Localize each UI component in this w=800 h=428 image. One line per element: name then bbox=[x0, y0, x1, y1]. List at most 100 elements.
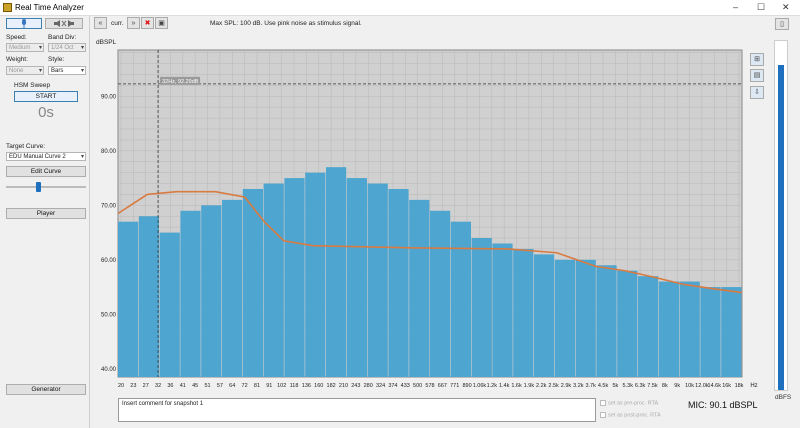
x-tick-label: 9k bbox=[674, 383, 680, 389]
edit-curve-button[interactable]: Edit Curve bbox=[6, 166, 86, 177]
spectrum-bar bbox=[118, 221, 139, 377]
rta-chart-svg: 32Hz, 92.29dB 40.00 50.00 60.00 70.00 80.00 90… bbox=[96, 39, 758, 389]
x-tick-label: 14.6k bbox=[708, 383, 722, 389]
curve-slider[interactable] bbox=[6, 182, 86, 192]
previous-snapshot-button[interactable]: « bbox=[94, 17, 107, 29]
meter-settings-button[interactable]: ▯ bbox=[775, 18, 789, 30]
y-axis-label: dBSPL bbox=[96, 39, 117, 46]
close-button[interactable]: ✕ bbox=[782, 2, 790, 12]
player-button[interactable]: Player bbox=[6, 208, 86, 219]
post-proc-checkbox[interactable]: set as post-proc. RTA bbox=[600, 412, 661, 418]
graph-save-button[interactable]: ▤ bbox=[750, 69, 764, 82]
snapshot-camera-button[interactable]: ▣ bbox=[155, 17, 168, 29]
spectrum-bar bbox=[554, 259, 575, 377]
x-tick-label: 243 bbox=[351, 383, 360, 389]
weight-value: None bbox=[9, 68, 24, 74]
app-icon bbox=[3, 3, 12, 12]
graph-export-button[interactable]: ⇩ bbox=[750, 86, 764, 99]
x-tick-label: 10k bbox=[685, 383, 694, 389]
start-button[interactable]: START bbox=[14, 91, 78, 102]
spectrum-bar bbox=[263, 183, 284, 377]
x-tick-label: 324 bbox=[376, 383, 385, 389]
spectrum-bar bbox=[679, 281, 700, 377]
spectrum-bar bbox=[638, 276, 659, 377]
mic-button[interactable] bbox=[6, 18, 42, 29]
x-tick-label: 433 bbox=[401, 383, 410, 389]
spectrum-bar bbox=[471, 238, 492, 377]
speed-label: Speed: bbox=[6, 34, 27, 41]
title-bar: Real Time Analyzer – ☐ ✕ bbox=[0, 0, 800, 16]
x-tick-label: 667 bbox=[438, 383, 447, 389]
spectrum-bar bbox=[617, 270, 638, 377]
hsm-sweep-label: HSM Sweep bbox=[14, 82, 51, 89]
x-tick-label: 1.2k bbox=[487, 383, 498, 389]
slider-track bbox=[6, 186, 86, 188]
band-div-select[interactable]: 1/24 Oct ▾ bbox=[48, 43, 86, 52]
maximize-button[interactable]: ☐ bbox=[757, 2, 766, 12]
spectrum-bar bbox=[201, 205, 222, 377]
x-tick-label: 12.0k bbox=[695, 383, 709, 389]
speed-value: Medium bbox=[9, 45, 31, 51]
style-label: Style: bbox=[48, 56, 65, 63]
style-select[interactable]: Bars ▾ bbox=[48, 66, 86, 75]
x-tick-label: 3.7k bbox=[585, 383, 596, 389]
target-curve bbox=[117, 190, 743, 294]
rta-chart: 32Hz, 92.29dB 40.00 50.00 60.00 70.00 80.00 90… bbox=[90, 30, 766, 393]
x-tick-label: 1.4k bbox=[499, 383, 510, 389]
pre-proc-checkbox[interactable]: set as pre-proc. RTA bbox=[600, 400, 658, 406]
chevron-down-icon: ▾ bbox=[38, 45, 42, 51]
chevron-down-icon: ▾ bbox=[80, 45, 84, 51]
x-tick-label: 5k bbox=[612, 383, 618, 389]
double-chevron-left-icon: « bbox=[98, 20, 103, 27]
y-tick-label: 90.00 bbox=[101, 94, 117, 100]
x-tick-label: 3.2k bbox=[573, 383, 584, 389]
spectrum-bar bbox=[346, 178, 367, 377]
level-meter-fill bbox=[778, 65, 784, 390]
x-tick-label: 1.06k bbox=[473, 383, 487, 389]
x-tick-label: 27 bbox=[143, 383, 149, 389]
target-curve-value: EDU Manual Curve 2 bbox=[9, 154, 66, 160]
x-tick-label: 118 bbox=[290, 383, 299, 389]
minimize-button[interactable]: – bbox=[733, 2, 739, 12]
snapshot-comment-input[interactable]: Insert comment for snapshot 1 bbox=[118, 398, 596, 422]
x-tick-label: 45 bbox=[192, 383, 198, 389]
style-value: Bars bbox=[51, 68, 64, 74]
x-tick-label: 36 bbox=[167, 383, 173, 389]
spectrum-bar bbox=[367, 183, 388, 377]
next-snapshot-button[interactable]: » bbox=[127, 17, 140, 29]
y-tick-label: 60.00 bbox=[101, 258, 117, 264]
x-tick-label: 102 bbox=[277, 383, 286, 389]
x-tick-label: 64 bbox=[229, 383, 235, 389]
level-meter-panel: ▯ dBFS bbox=[766, 16, 800, 428]
spectrum-bar bbox=[180, 210, 201, 377]
x-tick-label: 4.5k bbox=[598, 383, 609, 389]
target-curve-select[interactable]: EDU Manual Curve 2 ▾ bbox=[6, 152, 86, 161]
chevron-down-icon: ▾ bbox=[80, 154, 84, 160]
speed-select[interactable]: Medium ▾ bbox=[6, 43, 44, 52]
microphone-icon bbox=[22, 19, 26, 28]
x-tick-label: 20 bbox=[118, 383, 124, 389]
delete-snapshot-button[interactable]: ✖ bbox=[141, 17, 154, 29]
x-tick-label: 5.3k bbox=[623, 383, 634, 389]
spectrum-bar bbox=[450, 221, 471, 377]
spectrum-bar bbox=[700, 287, 721, 377]
red-x-icon: ✖ bbox=[144, 20, 151, 27]
x-tick-label: 6.3k bbox=[635, 383, 646, 389]
slider-thumb[interactable] bbox=[36, 182, 41, 192]
band-div-label: Band Div: bbox=[48, 34, 77, 41]
graph-zoom-button[interactable]: ⊞ bbox=[750, 53, 764, 66]
spectrum-bar bbox=[326, 167, 347, 377]
post-proc-label: set as post-proc. RTA bbox=[608, 412, 661, 419]
x-tick-label: 7.5k bbox=[647, 383, 658, 389]
spectrum-bar bbox=[658, 281, 679, 377]
mic-level-readout: MIC: 90.1 dBSPL bbox=[688, 400, 758, 410]
x-tick-label: 16k bbox=[722, 383, 731, 389]
generator-button[interactable]: Generator bbox=[6, 384, 86, 395]
x-tick-label: 1.6k bbox=[511, 383, 522, 389]
status-message: Max SPL: 100 dB. Use pink noise as stimu… bbox=[210, 20, 362, 27]
x-tick-label: 2.5k bbox=[548, 383, 559, 389]
x-tick-label: 136 bbox=[302, 383, 311, 389]
spectrum-bar bbox=[721, 287, 742, 377]
speaker-compare-button[interactable] bbox=[45, 18, 83, 29]
weight-select[interactable]: None ▾ bbox=[6, 66, 44, 75]
